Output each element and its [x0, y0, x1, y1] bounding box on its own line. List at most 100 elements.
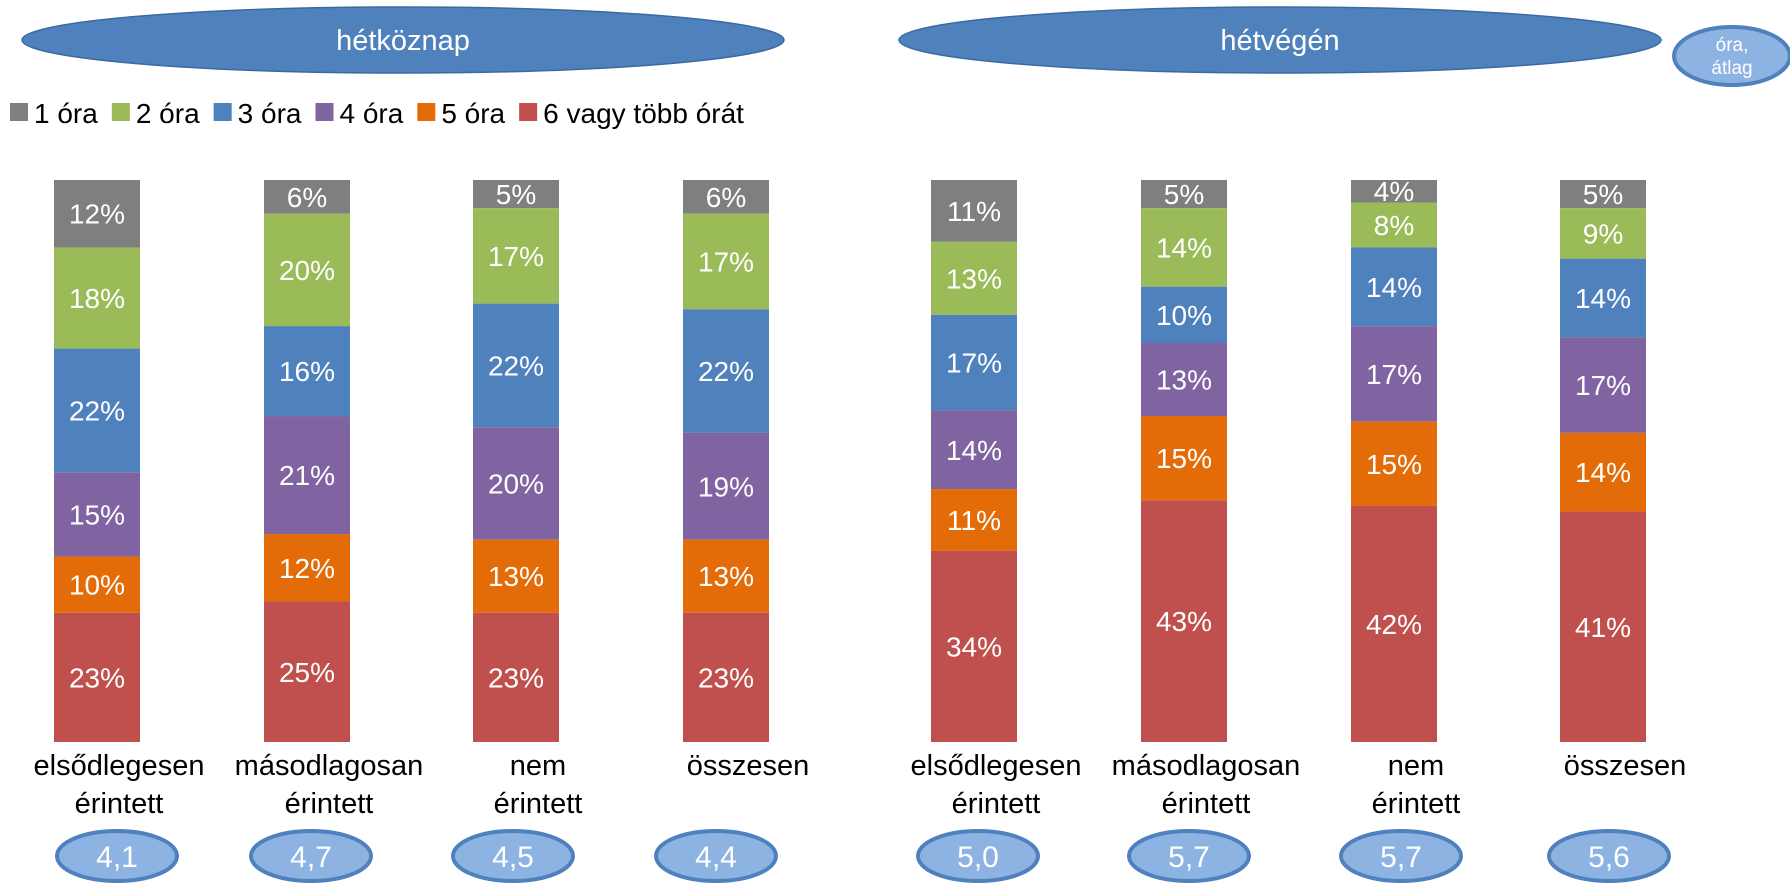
bar-segment: [931, 489, 1017, 551]
data-label: 22%: [698, 356, 754, 387]
panel-header-weekday: hétköznap: [21, 6, 785, 74]
data-label: 8%: [1374, 210, 1414, 241]
data-label: 15%: [1366, 449, 1422, 480]
average-badge: [1127, 829, 1251, 883]
bar-segment: [1351, 505, 1437, 742]
data-label: 19%: [698, 471, 754, 502]
bar-segment: [1351, 202, 1437, 248]
bar-segment: [683, 213, 769, 310]
bars: 12% 18% 22% 15% 10% 23% 6% 20% 16% 21% 12% 25% 5% 17%…: [54, 176, 1646, 742]
bar-segment: [683, 612, 769, 742]
bar-segment: [683, 539, 769, 613]
data-label: 4%: [1374, 176, 1414, 207]
legend-label: 6 vagy több órát: [543, 98, 744, 129]
bar-segment: [1351, 180, 1437, 203]
bar-segment: [1141, 342, 1227, 417]
bar-segment: [1141, 286, 1227, 343]
data-label: 23%: [488, 662, 544, 693]
bar-segment: [931, 180, 1017, 242]
data-label: 13%: [946, 263, 1002, 294]
bar-segment: [264, 601, 350, 742]
category-label: elsődlegesen: [34, 750, 205, 782]
panel-header-weekday-shape: [21, 6, 785, 74]
legend-swatch: [417, 103, 436, 121]
bar-segment: [473, 427, 559, 540]
data-label: 5%: [1583, 179, 1623, 210]
data-label: 13%: [698, 561, 754, 592]
data-label: 25%: [279, 657, 335, 688]
unit-badge: óra, átlag: [1672, 25, 1790, 87]
data-label: 14%: [1575, 283, 1631, 314]
bar-segment: [1560, 180, 1646, 209]
category-label: érintett: [285, 788, 374, 820]
data-label: 21%: [279, 460, 335, 491]
average-value: 5,7: [1168, 841, 1210, 874]
unit-badge-shape: [1672, 25, 1790, 87]
data-label: 23%: [698, 662, 754, 693]
average-value: 5,6: [1588, 841, 1630, 874]
data-label: 13%: [488, 561, 544, 592]
data-label: 5%: [1164, 179, 1204, 210]
data-label: 15%: [1156, 443, 1212, 474]
bar-segment: [473, 180, 559, 209]
bar-segment: [264, 180, 350, 214]
bar-segment: [54, 348, 140, 473]
bar-segment: [1560, 432, 1646, 512]
data-label: 14%: [1156, 232, 1212, 263]
data-label: 22%: [69, 395, 125, 426]
average-badge: [654, 829, 778, 883]
bar-segment: [264, 213, 350, 327]
bar-segment: [1560, 258, 1646, 338]
bar-segment: [1351, 421, 1437, 506]
bar-segment: [54, 247, 140, 349]
bar-segment: [473, 303, 559, 428]
data-label: 10%: [1156, 300, 1212, 331]
bar-segment: [54, 556, 140, 613]
data-label: 43%: [1156, 606, 1212, 637]
category-label: összesen: [1564, 750, 1687, 782]
category-labels: elsődlegesen érintett másodlagosan érintett…: [34, 750, 1687, 820]
average-value: 5,0: [957, 841, 999, 874]
category-label: nem: [510, 750, 566, 782]
bar-segment: [683, 180, 769, 214]
legend-label: 5 óra: [441, 98, 505, 129]
data-label: 22%: [488, 350, 544, 381]
data-label: 17%: [698, 246, 754, 277]
legend-label: 2 óra: [136, 98, 200, 129]
data-label: 10%: [69, 570, 125, 601]
data-label: 12%: [279, 553, 335, 584]
bar-segment: [1560, 208, 1646, 259]
legend-label: 1 óra: [34, 98, 98, 129]
data-label: 17%: [1366, 359, 1422, 390]
legend-swatch: [315, 103, 334, 121]
bar-segment: [1560, 337, 1646, 433]
bar-segment: [54, 180, 140, 248]
data-label: 16%: [279, 356, 335, 387]
category-label: másodlagosan: [1112, 750, 1301, 782]
bar-segment: [1141, 180, 1227, 209]
category-label: másodlagosan: [235, 750, 424, 782]
data-label: 20%: [279, 255, 335, 286]
data-label: 23%: [69, 662, 125, 693]
data-label: 34%: [946, 631, 1002, 662]
data-label: 17%: [488, 241, 544, 272]
bar-segment: [931, 241, 1017, 315]
bar-segment: [264, 326, 350, 417]
data-label: 41%: [1575, 612, 1631, 643]
data-label: 13%: [1156, 365, 1212, 396]
bar-segment: [1351, 247, 1437, 327]
bar-segment: [683, 432, 769, 540]
category-label: összesen: [687, 750, 810, 782]
legend-label: 3 óra: [238, 98, 302, 129]
bar-segment: [683, 309, 769, 433]
average-value: 4,5: [492, 841, 534, 874]
legend-label: 4 óra: [339, 98, 403, 129]
category-label: érintett: [494, 788, 583, 820]
unit-badge-line-1: óra,: [1716, 35, 1749, 56]
average-value: 4,1: [96, 841, 138, 874]
legend-swatch: [10, 103, 28, 121]
bar-segment: [54, 472, 140, 557]
data-label: 15%: [69, 499, 125, 530]
data-label: 9%: [1583, 218, 1623, 249]
